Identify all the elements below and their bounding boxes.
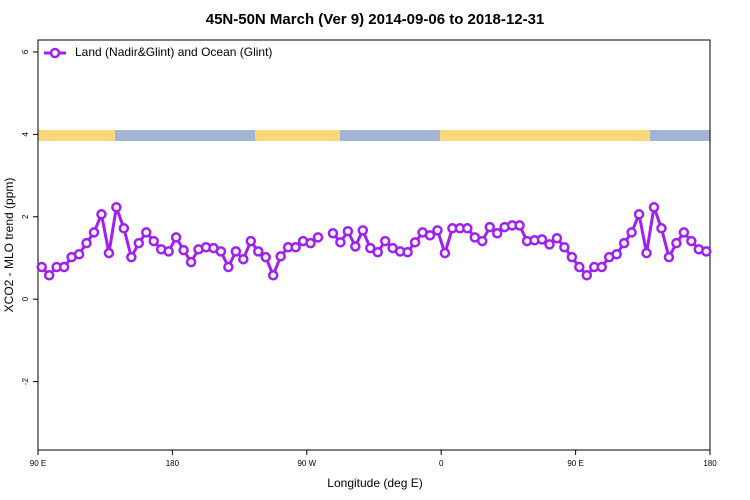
point [611, 249, 622, 260]
point [544, 239, 555, 250]
point [357, 225, 369, 236]
point [103, 247, 115, 259]
point [566, 251, 578, 263]
point [312, 232, 324, 243]
point [96, 209, 107, 220]
point [43, 270, 55, 281]
point [678, 227, 690, 238]
point [267, 270, 279, 281]
point [402, 246, 413, 258]
point [514, 220, 525, 231]
point [574, 261, 585, 273]
point [230, 246, 242, 257]
point [350, 241, 361, 252]
legend-marker [49, 47, 61, 59]
chart-title: 45N-50N March (Ver 9) 2014-09-06 to 2018… [206, 11, 545, 28]
point [223, 261, 234, 273]
point [618, 237, 630, 249]
point [178, 244, 189, 256]
point [581, 270, 593, 281]
point [253, 246, 264, 257]
point [439, 247, 451, 259]
point [58, 261, 70, 273]
point [477, 235, 488, 247]
point [81, 237, 92, 249]
point [424, 230, 436, 241]
map-strip [38, 130, 710, 141]
x-tick-label: 0 [439, 459, 444, 468]
point [372, 246, 383, 258]
point [290, 242, 301, 253]
y-tick-label: 6 [21, 49, 30, 54]
y-axis-label: XCO2 - MLO trend (ppm) [2, 178, 16, 313]
y-tick-label: -2 [21, 377, 30, 385]
point [126, 251, 137, 263]
point [484, 221, 495, 233]
point [379, 235, 391, 247]
point [275, 251, 286, 262]
point [648, 202, 660, 213]
point [260, 251, 271, 263]
point [626, 227, 637, 238]
point [342, 225, 354, 237]
point [88, 227, 100, 238]
point [701, 246, 712, 257]
point [536, 234, 548, 245]
point [245, 235, 257, 247]
point [215, 246, 227, 257]
point [36, 261, 47, 273]
x-tick-label: 180 [703, 459, 717, 468]
point [491, 228, 503, 239]
point [409, 237, 421, 248]
point [641, 247, 652, 259]
point [551, 232, 563, 244]
point [185, 256, 197, 268]
x-tick-label: 90 E [567, 459, 583, 468]
point [148, 235, 159, 247]
point [305, 237, 316, 249]
x-tick-label: 90 W [297, 459, 316, 468]
y-tick-label: 4 [21, 132, 30, 137]
x-tick-label: 180 [166, 459, 180, 468]
point [633, 209, 645, 220]
point [432, 225, 443, 236]
point [596, 261, 607, 273]
point [656, 223, 667, 234]
point [335, 237, 346, 248]
point [170, 232, 182, 243]
point [365, 242, 376, 254]
point [163, 246, 174, 257]
y-tick-label: 2 [21, 214, 30, 219]
x-axis-label: Longitude (deg E) [327, 476, 422, 490]
point [462, 223, 473, 234]
legend-label: Land (Nadir&Glint) and Ocean (Glint) [75, 45, 272, 59]
point [686, 235, 697, 247]
y-tick-label: 0 [21, 296, 30, 301]
plot-frame [37, 39, 711, 451]
point [111, 202, 122, 213]
point [133, 237, 145, 249]
point [118, 223, 130, 234]
point [663, 251, 675, 263]
point [671, 237, 682, 249]
x-tick-label: 90 E [30, 459, 46, 468]
point [141, 227, 152, 238]
point [238, 253, 249, 265]
point [327, 228, 339, 239]
point [559, 242, 570, 253]
point [73, 249, 85, 260]
